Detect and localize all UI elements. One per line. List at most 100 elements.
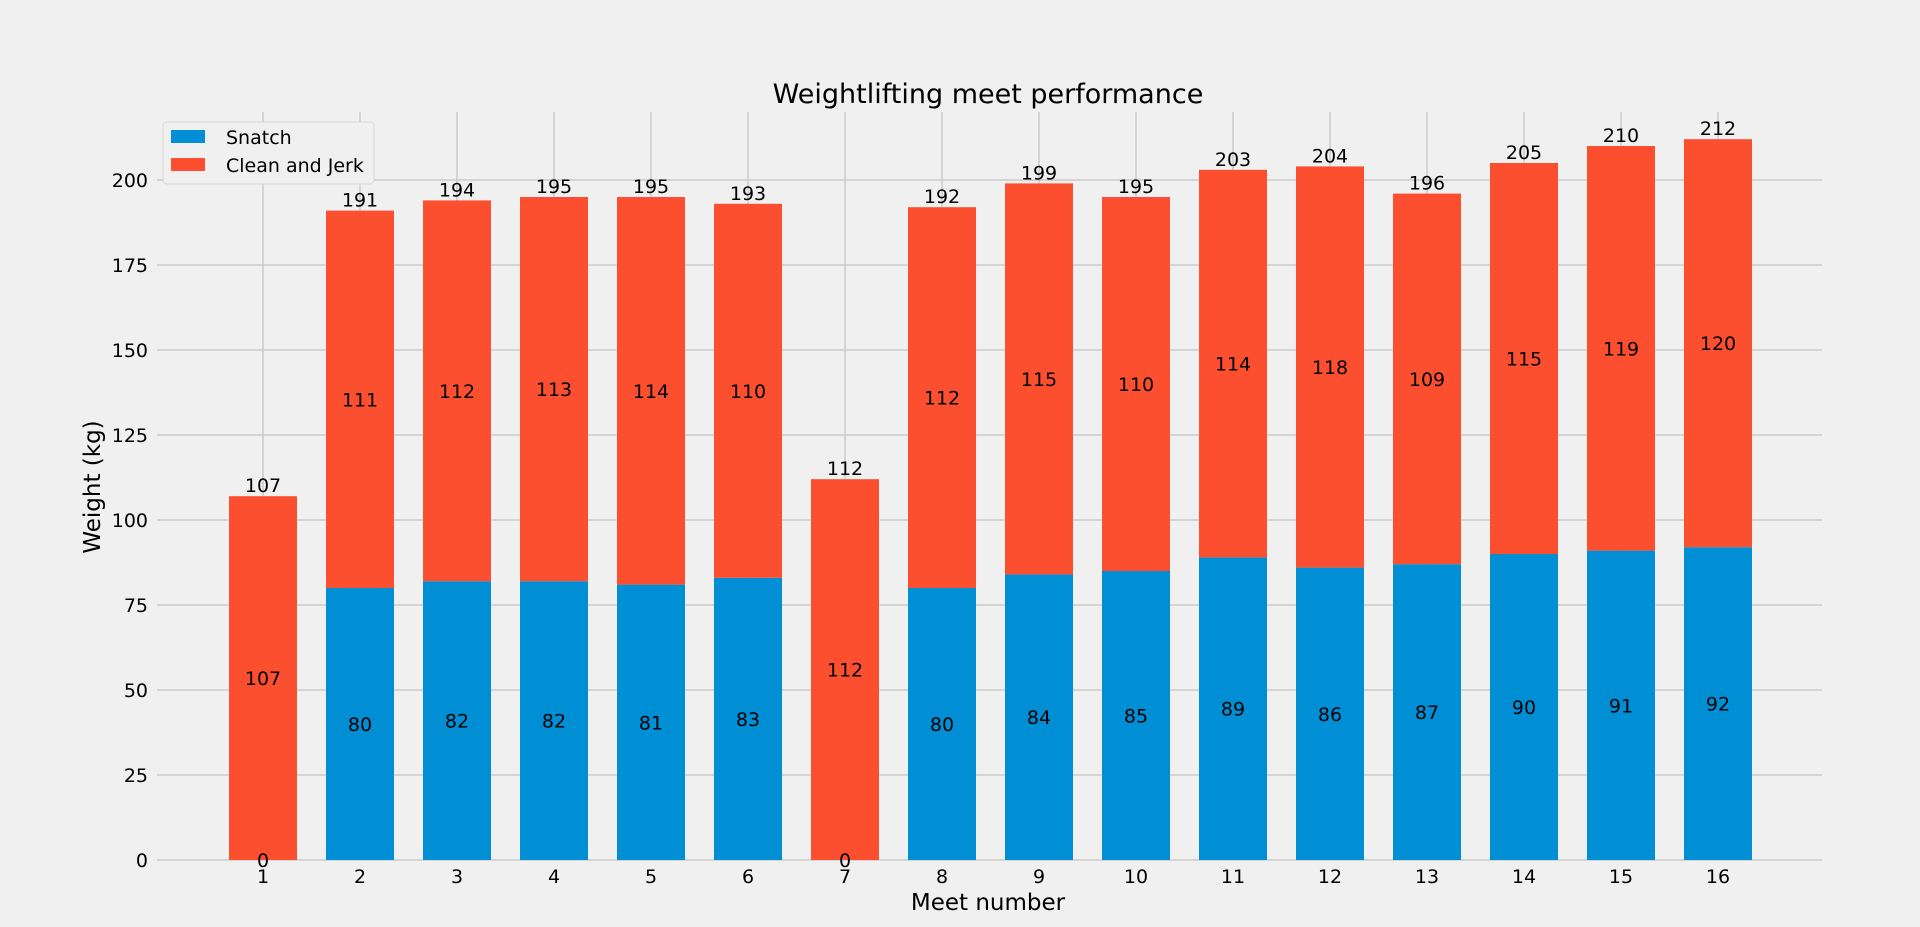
bar-snatch: [520, 581, 588, 860]
total-value-label: 205: [1506, 142, 1542, 164]
bar-clean-and-jerk: [811, 479, 879, 860]
total-value-label: 192: [924, 186, 960, 208]
total-value-label: 195: [536, 176, 572, 198]
total-value-label: 203: [1215, 149, 1251, 171]
snatch-value-label: 0: [839, 850, 851, 872]
clean-and-jerk-value-label: 112: [439, 381, 475, 403]
clean-and-jerk-value-label: 110: [1118, 374, 1154, 396]
clean-and-jerk-value-label: 120: [1700, 333, 1736, 355]
clean-and-jerk-value-label: 112: [827, 660, 863, 682]
clean-and-jerk-value-label: 112: [924, 388, 960, 410]
y-tick-label: 50: [124, 680, 148, 702]
y-tick-label: 125: [112, 425, 148, 447]
clean-and-jerk-value-label: 115: [1506, 349, 1542, 371]
snatch-value-label: 83: [736, 709, 760, 731]
bar-clean-and-jerk: [520, 197, 588, 582]
y-tick-label: 25: [124, 765, 148, 787]
x-tick-label: 2: [354, 866, 366, 888]
x-axis-label: Meet number: [911, 890, 1066, 916]
y-tick-label: 200: [112, 170, 148, 192]
bar-clean-and-jerk: [714, 203, 782, 578]
snatch-value-label: 80: [930, 714, 954, 736]
bar-clean-and-jerk: [1102, 197, 1170, 571]
y-tick-label: 150: [112, 340, 148, 362]
bar-clean-and-jerk: [229, 496, 297, 860]
x-tick-label: 7: [839, 866, 851, 888]
total-value-label: 195: [1118, 176, 1154, 198]
x-tick-label: 12: [1318, 866, 1342, 888]
snatch-value-label: 90: [1512, 697, 1536, 719]
bar-snatch: [1393, 564, 1461, 860]
x-tick-label: 9: [1033, 866, 1045, 888]
bars: [229, 139, 1752, 860]
snatch-value-label: 91: [1609, 695, 1633, 717]
legend-label-clean-and-jerk: Clean and Jerk: [226, 155, 364, 177]
bar-clean-and-jerk: [1490, 163, 1558, 554]
bar-clean-and-jerk: [1393, 193, 1461, 565]
bar-clean-and-jerk: [1296, 166, 1364, 568]
total-value-label: 199: [1021, 162, 1057, 184]
clean-and-jerk-value-label: 110: [730, 381, 766, 403]
legend: Snatch Clean and Jerk: [162, 121, 375, 185]
legend-label-snatch: Snatch: [226, 127, 292, 149]
x-tick-label: 11: [1221, 866, 1245, 888]
bar-clean-and-jerk: [1199, 169, 1267, 558]
bar-snatch: [1490, 554, 1558, 860]
bar-snatch: [423, 581, 491, 860]
clean-and-jerk-value-label: 114: [633, 381, 669, 403]
clean-and-jerk-value-label: 118: [1312, 357, 1348, 379]
bar-snatch: [326, 588, 394, 860]
snatch-value-label: 92: [1706, 694, 1730, 716]
clean-and-jerk-value-label: 111: [342, 389, 378, 411]
x-tick-label: 10: [1124, 866, 1148, 888]
bar-clean-and-jerk: [908, 207, 976, 588]
snatch-value-label: 85: [1124, 706, 1148, 728]
x-tick-label: 15: [1609, 866, 1633, 888]
snatch-value-label: 81: [639, 712, 663, 734]
snatch-value-label: 0: [257, 850, 269, 872]
y-tick-label: 100: [112, 510, 148, 532]
clean-and-jerk-value-label: 109: [1409, 369, 1445, 391]
bar-snatch: [1684, 547, 1752, 860]
total-value-label: 212: [1700, 118, 1736, 140]
x-tick-label: 6: [742, 866, 754, 888]
x-tick-label: 3: [451, 866, 463, 888]
total-value-label: 107: [245, 475, 281, 497]
snatch-value-label: 84: [1027, 707, 1051, 729]
clean-and-jerk-value-label: 113: [536, 379, 572, 401]
bar-snatch: [1587, 550, 1655, 860]
total-value-label: 210: [1603, 125, 1639, 147]
legend-frame: [162, 121, 375, 185]
x-tick-label: 8: [936, 866, 948, 888]
clean-and-jerk-value-label: 119: [1603, 338, 1639, 360]
clean-and-jerk-value-label: 115: [1021, 369, 1057, 391]
bar-snatch: [1102, 571, 1170, 860]
chart-title: Weightlifting meet performance: [773, 79, 1204, 110]
snatch-value-label: 82: [445, 711, 469, 733]
x-tick-label: 14: [1512, 866, 1536, 888]
snatch-value-label: 87: [1415, 702, 1439, 724]
y-tick-label: 175: [112, 255, 148, 277]
bar-snatch: [617, 584, 685, 860]
total-value-label: 193: [730, 183, 766, 205]
legend-swatch-snatch: [171, 130, 205, 143]
x-tick-label: 16: [1706, 866, 1730, 888]
clean-and-jerk-value-label: 107: [245, 668, 281, 690]
clean-and-jerk-value-label: 114: [1215, 354, 1251, 376]
x-tick-label: 5: [645, 866, 657, 888]
total-value-label: 194: [439, 179, 475, 201]
snatch-value-label: 82: [542, 711, 566, 733]
y-tick-label: 75: [124, 595, 148, 617]
bar-snatch: [1005, 574, 1073, 860]
bar-clean-and-jerk: [1005, 183, 1073, 575]
grid-lines: [157, 112, 1822, 861]
total-value-label: 204: [1312, 145, 1348, 167]
bar-snatch: [714, 577, 782, 860]
snatch-value-label: 80: [348, 714, 372, 736]
snatch-value-label: 89: [1221, 699, 1245, 721]
y-tick-label: 0: [136, 850, 148, 872]
bar-clean-and-jerk: [326, 210, 394, 588]
